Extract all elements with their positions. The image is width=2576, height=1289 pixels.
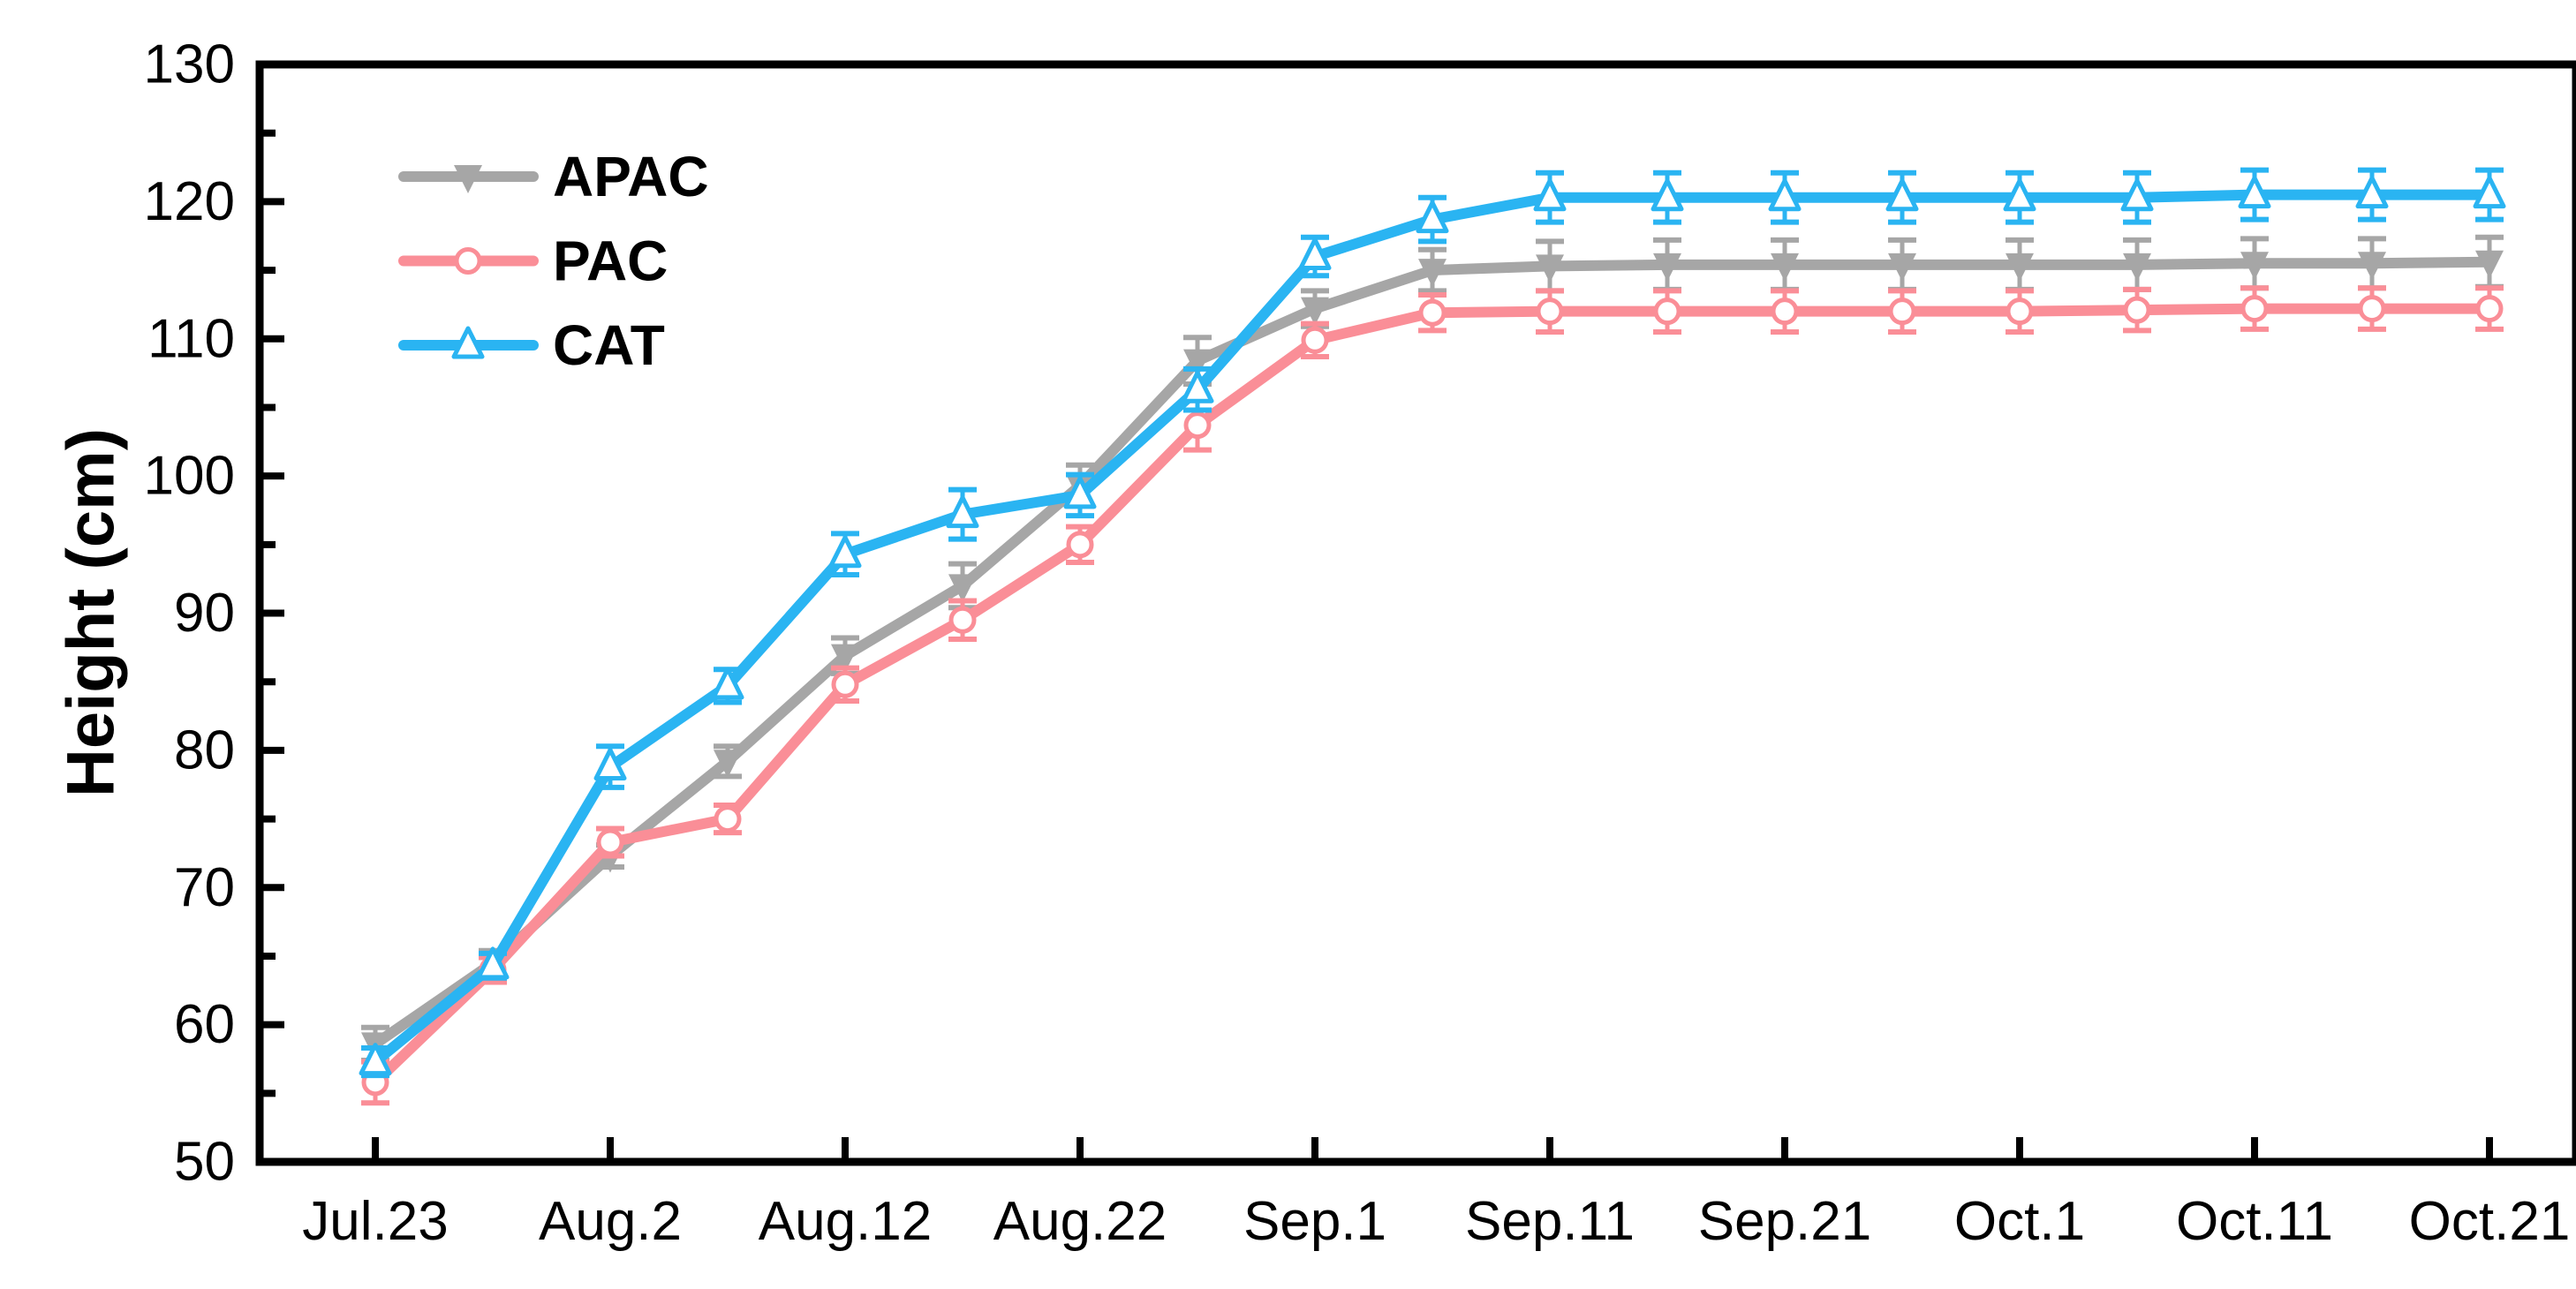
- data-point-marker: [2475, 250, 2504, 279]
- data-point-marker: [1888, 298, 1916, 326]
- data-point-marker: [1181, 370, 1214, 403]
- series-markers-apac: [361, 250, 2504, 1061]
- x-tick-label: Aug.12: [759, 1191, 933, 1252]
- x-tick-label: Oct.11: [2176, 1191, 2333, 1252]
- x-tick-label: Oct.21: [2409, 1191, 2571, 1252]
- data-point-marker: [1536, 298, 1564, 326]
- y-tick-label: 70: [174, 857, 235, 918]
- data-point-marker: [1533, 178, 1567, 212]
- data-point-marker: [596, 828, 624, 856]
- y-axis: 50 60 70 80 90 100 110 120 130: [144, 34, 284, 1193]
- x-tick-label: Jul.23: [302, 1191, 448, 1252]
- data-point-marker: [2238, 176, 2271, 209]
- error-bars-pac: [361, 285, 2504, 1106]
- legend-item-apac: APAC: [398, 145, 709, 208]
- data-point-marker: [2123, 296, 2151, 324]
- data-point-marker: [1418, 298, 1447, 327]
- data-point-marker: [2358, 295, 2386, 323]
- data-point-marker: [451, 326, 485, 359]
- data-point-marker: [831, 644, 859, 673]
- data-point-marker: [593, 748, 627, 781]
- series-markers-pac: [361, 295, 2504, 1097]
- data-point-marker: [2475, 295, 2504, 323]
- data-point-marker: [714, 805, 742, 833]
- data-point-marker: [2358, 252, 2386, 281]
- data-point-marker: [359, 1043, 392, 1076]
- y-tick-label: 90: [174, 583, 235, 644]
- legend-label: APAC: [553, 145, 709, 208]
- y-tick-label: 130: [144, 34, 235, 95]
- height-growth-chart: 50 60 70 80 90 100 110 120 130 Jul.23 Aug.2 Aug.12 A…: [54, 34, 2576, 1252]
- y-axis-title: Height (cm): [54, 428, 129, 797]
- data-point-marker: [1536, 254, 1564, 283]
- data-point-marker: [1183, 349, 1212, 378]
- data-point-marker: [1885, 178, 1919, 212]
- data-point-marker: [454, 165, 482, 193]
- x-tick-label: Aug.2: [539, 1191, 682, 1252]
- data-point-marker: [828, 535, 862, 569]
- data-point-marker: [831, 670, 859, 698]
- data-point-marker: [1298, 237, 1332, 271]
- error-bars-apac: [361, 234, 2504, 1064]
- y-tick-label: 50: [174, 1132, 235, 1193]
- x-tick-label: Sep.11: [1465, 1191, 1635, 1252]
- legend-item-cat: CAT: [398, 313, 665, 377]
- data-point-marker: [2355, 176, 2389, 209]
- series-line-apac: [370, 256, 2495, 1050]
- data-point-marker: [2003, 178, 2036, 212]
- data-point-marker: [1301, 297, 1329, 326]
- data-point-marker: [1063, 476, 1097, 509]
- data-point-marker: [1651, 178, 1684, 212]
- legend: APAC PAC CAT: [398, 145, 709, 377]
- data-point-marker: [1301, 326, 1329, 354]
- data-point-marker: [948, 606, 977, 634]
- data-point-marker: [2006, 298, 2034, 326]
- data-point-marker: [2123, 253, 2151, 282]
- data-point-marker: [2120, 178, 2154, 212]
- x-tick-label: Sep.21: [1698, 1191, 1872, 1252]
- x-tick-label: Oct.1: [1954, 1191, 2085, 1252]
- data-point-marker: [454, 247, 482, 275]
- data-point-marker: [1653, 298, 1681, 326]
- series-markers-cat: [359, 176, 2506, 1076]
- series-apac: [361, 234, 2504, 1064]
- data-point-marker: [711, 667, 744, 700]
- legend-label: PAC: [553, 230, 668, 293]
- y-tick-label: 110: [147, 308, 235, 369]
- series-cat: [359, 167, 2506, 1079]
- data-point-marker: [1768, 178, 1802, 212]
- y-tick-label: 120: [144, 171, 235, 232]
- series-pac: [361, 285, 2504, 1106]
- series-line-pac: [370, 303, 2495, 1088]
- data-point-marker: [2240, 295, 2269, 323]
- data-point-marker: [1653, 253, 1681, 282]
- y-tick-label: 60: [174, 994, 235, 1055]
- data-point-marker: [1771, 298, 1799, 326]
- legend-item-pac: PAC: [398, 230, 668, 293]
- data-point-marker: [1771, 253, 1799, 282]
- data-point-marker: [1183, 411, 1212, 440]
- data-point-marker: [2006, 253, 2034, 282]
- y-tick-label: 80: [174, 720, 235, 780]
- x-tick-label: Aug.22: [993, 1191, 1167, 1252]
- data-point-marker: [1416, 200, 1449, 234]
- data-point-marker: [476, 946, 510, 980]
- legend-label: CAT: [553, 313, 665, 377]
- data-point-marker: [946, 495, 979, 529]
- data-point-marker: [2240, 252, 2269, 281]
- data-point-marker: [714, 750, 742, 779]
- x-tick-label: Sep.1: [1243, 1191, 1386, 1252]
- y-tick-label: 100: [144, 446, 235, 507]
- data-point-marker: [1418, 259, 1447, 288]
- growth-curve-figure: 50 60 70 80 90 100 110 120 130 Jul.23 Aug.2 Aug.12 A…: [35, 14, 2576, 1275]
- data-point-marker: [1888, 253, 1916, 282]
- data-point-marker: [948, 574, 977, 603]
- x-axis: Jul.23 Aug.2 Aug.12 Aug.22 Sep.1 Sep.11 Sep.21…: [302, 1137, 2570, 1252]
- data-point-marker: [2473, 176, 2506, 209]
- data-point-marker: [1066, 531, 1094, 559]
